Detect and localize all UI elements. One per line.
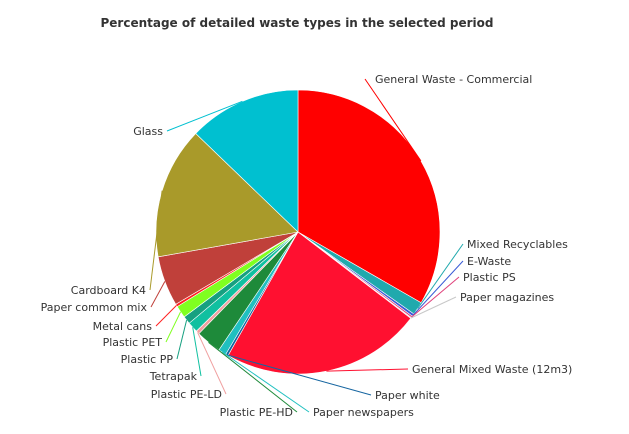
label-plastic-ps: Plastic PS xyxy=(463,271,516,284)
label-mixed-recyclables: Mixed Recyclables xyxy=(467,238,568,251)
label-paper-white: Paper white xyxy=(375,389,440,402)
leader-general-mixed-waste-12m3 xyxy=(326,368,409,372)
leader-mixed-recyclables xyxy=(417,243,464,309)
label-e-waste: E-Waste xyxy=(467,255,511,268)
leader-e-waste xyxy=(412,260,464,316)
slice-glass[interactable] xyxy=(195,89,299,233)
leader-paper-white xyxy=(226,354,372,396)
leader-cardboard-k4 xyxy=(149,190,163,291)
leader-plastic-pp xyxy=(176,319,188,360)
chart-title: Percentage of detailed waste types in th… xyxy=(100,16,493,30)
leader-paper-common-mix xyxy=(150,281,166,308)
pie-slices xyxy=(155,89,441,375)
leader-paper-newspapers xyxy=(222,351,310,413)
leader-plastic-pet xyxy=(165,311,182,343)
label-tetrapak: Tetrapak xyxy=(149,370,198,383)
label-plastic-pe-ld: Plastic PE-LD xyxy=(151,388,222,401)
leader-paper-magazines xyxy=(410,296,457,319)
label-plastic-pp: Plastic PP xyxy=(121,353,174,366)
slice-cardboard-k4[interactable] xyxy=(155,133,299,258)
leader-plastic-pe-hd xyxy=(208,341,298,413)
label-general-mixed-waste-12m3: General Mixed Waste (12m3) xyxy=(412,363,572,376)
label-plastic-pet: Plastic PET xyxy=(103,336,163,349)
leader-lines xyxy=(149,78,464,413)
leader-tetrapak xyxy=(192,327,202,377)
label-metal-cans: Metal cans xyxy=(93,320,153,333)
label-plastic-pe-hd: Plastic PE-HD xyxy=(220,406,293,419)
leader-plastic-pe-ld xyxy=(197,332,227,395)
leader-general-waste-commercial xyxy=(364,78,422,162)
label-glass: Glass xyxy=(133,125,163,138)
label-paper-newspapers: Paper newspapers xyxy=(313,406,414,419)
label-general-waste-commercial: General Waste - Commercial xyxy=(375,73,532,86)
slice-labels: General Waste - Commercial Mixed Recyclab… xyxy=(41,73,573,419)
label-paper-magazines: Paper magazines xyxy=(460,291,554,304)
leader-plastic-ps xyxy=(411,276,460,318)
leader-metal-cans xyxy=(155,305,177,327)
label-cardboard-k4: Cardboard K4 xyxy=(71,284,146,297)
label-paper-common-mix: Paper common mix xyxy=(41,301,148,314)
leader-glass xyxy=(166,100,243,132)
slice-general-mixed-waste-12m3[interactable] xyxy=(227,231,412,375)
